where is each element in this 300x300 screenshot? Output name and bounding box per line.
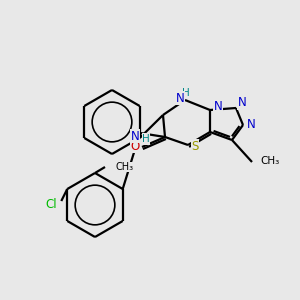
Text: N: N — [238, 97, 246, 110]
Text: CH₃: CH₃ — [115, 162, 133, 172]
Text: O: O — [130, 140, 140, 152]
Text: N: N — [214, 100, 222, 113]
Text: N: N — [176, 92, 184, 104]
Text: Cl: Cl — [46, 197, 57, 211]
Text: H: H — [182, 88, 190, 98]
Text: CH₃: CH₃ — [260, 156, 279, 166]
Text: H: H — [142, 134, 150, 144]
Text: N: N — [130, 130, 140, 142]
Text: N: N — [247, 118, 255, 131]
Text: S: S — [191, 140, 199, 152]
